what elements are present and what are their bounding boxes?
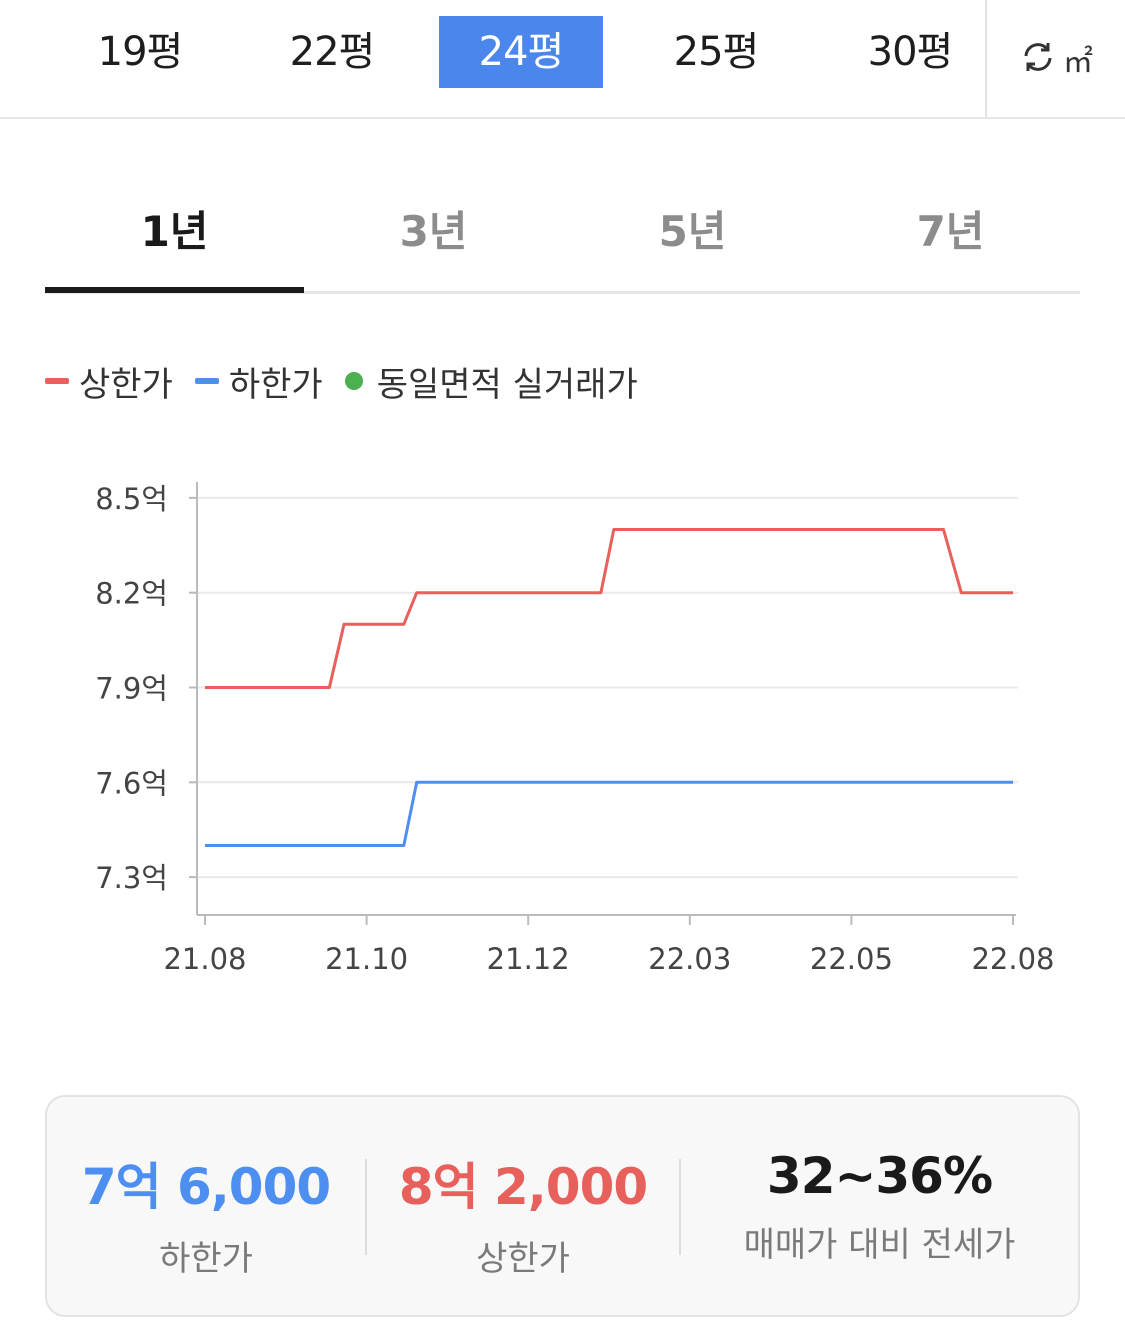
area-tab-19[interactable]: 19평 (97, 29, 184, 75)
x-tick-label: 22.05 (810, 942, 893, 976)
y-tick-label: 8.2억 (95, 577, 168, 611)
x-tick-label: 22.03 (648, 942, 731, 976)
legend-marker-upper (45, 378, 69, 384)
summary-upper-value: 8억 2,000 (398, 1158, 648, 1216)
period-tab-underline (45, 287, 304, 293)
period-tab-5y[interactable]: 5년 (658, 207, 727, 256)
x-tick-label: 21.12 (487, 942, 570, 976)
y-tick-label: 7.3억 (95, 861, 168, 895)
area-tab-24[interactable]: 24평 (439, 16, 603, 88)
summary-divider (365, 1159, 367, 1255)
area-tab-25[interactable]: 25평 (673, 29, 760, 75)
series-line-upper (205, 528, 1013, 689)
legend-marker-actual (344, 372, 363, 390)
refresh-icon (1019, 38, 1057, 80)
summary-jeonse-ratio: 32~36% 매매가 대비 전세가 (681, 1097, 1078, 1315)
summary-divider (679, 1159, 681, 1255)
legend-label-upper: 상한가 (79, 364, 173, 405)
area-tab-30[interactable]: 30평 (867, 29, 954, 75)
period-tab-bar: 1년 3년 5년 7년 (45, 170, 1080, 294)
chart-legend: 상한가 하한가 동일면적 실거래가 (45, 356, 660, 406)
legend-marker-lower (194, 378, 219, 384)
unit-label: ㎡ (1063, 45, 1093, 80)
x-tick-label: 21.10 (325, 942, 408, 976)
summary-ratio-value: 32~36% (766, 1147, 993, 1205)
legend-item-lower: 하한가 (194, 357, 323, 406)
area-tab-bar: 19평 22평 24평 25평 30평 ㎡ (0, 0, 1125, 119)
legend-item-upper: 상한가 (45, 357, 173, 406)
y-tick-label: 8.5억 (95, 482, 168, 516)
unit-toggle-button[interactable]: ㎡ (985, 0, 1125, 118)
y-tick-label: 7.6억 (95, 766, 168, 800)
summary-lower-label: 하한가 (159, 1239, 253, 1279)
summary-lower: 7억 6,000 하한가 (47, 1097, 365, 1315)
area-tab-22[interactable]: 22평 (289, 29, 376, 75)
summary-upper: 8억 2,000 상한가 (367, 1097, 679, 1315)
series-line-lower (205, 780, 1013, 847)
legend-label-lower: 하한가 (228, 364, 323, 405)
period-tab-7y[interactable]: 7년 (916, 207, 985, 256)
y-tick-label: 7.9억 (95, 672, 168, 706)
period-tab-1y[interactable]: 1년 (140, 207, 209, 256)
x-tick-label: 22.08 (971, 942, 1054, 976)
period-tab-3y[interactable]: 3년 (399, 207, 468, 256)
price-summary-card: 7억 6,000 하한가 8억 2,000 상한가 32~36% 매매가 대비 … (45, 1095, 1080, 1317)
summary-upper-label: 상한가 (476, 1239, 570, 1279)
legend-item-actual: 동일면적 실거래가 (344, 357, 638, 406)
summary-ratio-label: 매매가 대비 전세가 (743, 1225, 1016, 1265)
price-line-chart: 8.5억 8.2억 7.9억 7.6억 7.3억 21.08 21.10 21.12 22.03… (95, 482, 1054, 976)
x-tick-label: 21.08 (163, 942, 246, 976)
legend-label-actual: 동일면적 실거래가 (376, 364, 638, 405)
summary-lower-value: 7억 6,000 (81, 1158, 331, 1216)
